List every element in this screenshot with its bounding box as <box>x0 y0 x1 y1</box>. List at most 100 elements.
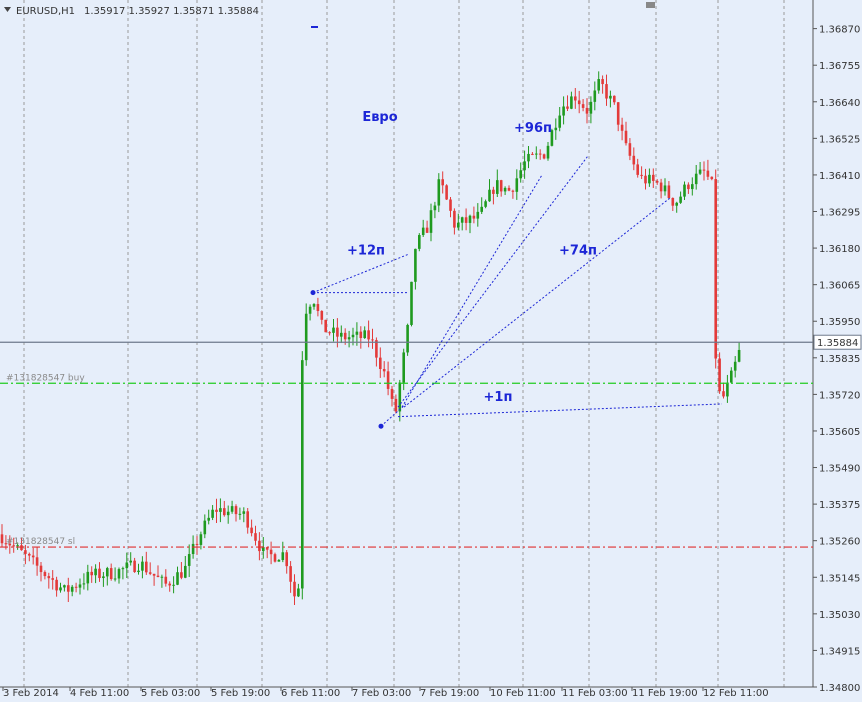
candle-body <box>714 179 717 359</box>
candle-body <box>301 360 304 589</box>
candle-body <box>230 506 234 512</box>
y-tick-label: 1.35950 <box>819 317 860 328</box>
candle-body <box>418 235 421 249</box>
candle-body <box>176 572 179 585</box>
candle-body <box>320 311 324 320</box>
candle-body <box>289 566 292 582</box>
candle-body <box>652 174 655 181</box>
candle-body <box>63 585 66 588</box>
trade-line[interactable] <box>401 174 543 408</box>
candle-body <box>184 565 187 578</box>
candle-body <box>601 79 604 85</box>
candle-body <box>242 511 246 514</box>
candle-body <box>706 170 710 177</box>
candle-body <box>94 568 97 576</box>
candle-body <box>39 565 43 573</box>
dropdown-arrow-icon[interactable] <box>4 7 11 12</box>
candle-body <box>219 508 222 512</box>
candle-body <box>0 534 4 544</box>
candle-body <box>640 174 643 176</box>
candle-body <box>293 581 296 597</box>
x-tick-label: 7 Feb 19:00 <box>420 688 479 699</box>
candle-body <box>347 337 351 340</box>
candle-body <box>386 371 390 389</box>
candle-body <box>535 153 538 155</box>
candle-body <box>702 169 706 171</box>
candle-body <box>694 173 698 185</box>
y-tick-label: 1.36295 <box>819 208 860 219</box>
x-tick-label: 5 Feb 03:00 <box>141 688 200 699</box>
candle-body <box>574 96 577 101</box>
candle-body <box>273 554 277 562</box>
candle-body <box>121 568 125 570</box>
candle-body <box>636 164 639 175</box>
candle-body <box>265 547 269 550</box>
candle-body <box>47 576 51 579</box>
candle-body <box>234 506 238 515</box>
candle-body <box>515 178 519 192</box>
candle-body <box>28 553 31 556</box>
y-tick-label: 1.35605 <box>819 427 860 438</box>
candle-body <box>262 547 265 552</box>
candle-body <box>207 517 210 521</box>
y-tick-label: 1.35720 <box>819 390 860 401</box>
buy-order-label: #131828547 buy <box>6 373 85 383</box>
candle-body <box>472 215 476 219</box>
scroll-marker-icon[interactable] <box>646 2 655 8</box>
stop-loss-label: #131828547 sl <box>6 537 75 547</box>
candle-body <box>429 210 433 233</box>
candle-body <box>375 340 378 358</box>
trade-line[interactable] <box>397 155 589 408</box>
candle-body <box>402 352 405 383</box>
candle-body <box>433 205 437 211</box>
candle-body <box>35 557 39 566</box>
candle-body <box>449 199 452 211</box>
y-tick-label: 1.35835 <box>819 354 860 365</box>
candle-body <box>667 185 671 198</box>
candle-body <box>246 511 249 528</box>
x-tick-label: 10 Feb 11:00 <box>490 688 556 699</box>
candle-body <box>468 215 472 223</box>
candle-body <box>492 189 495 194</box>
y-tick-label: 1.36410 <box>819 171 860 182</box>
x-tick-label: 12 Feb 11:00 <box>703 688 769 699</box>
candle-body <box>632 155 636 165</box>
candle-body <box>675 202 678 206</box>
candle-body <box>726 382 729 397</box>
candle-body <box>164 576 168 584</box>
candle-body <box>531 153 534 155</box>
entry-marker <box>310 290 316 296</box>
trade-line[interactable] <box>380 403 407 427</box>
candle-body <box>585 107 589 114</box>
candle-body <box>460 217 464 223</box>
candle-body <box>421 227 425 236</box>
candle-body <box>589 101 593 114</box>
candle-body <box>659 182 663 192</box>
candle-body <box>297 588 300 597</box>
candle-body <box>554 127 558 131</box>
candle-body <box>113 578 117 580</box>
candle-body <box>371 339 374 341</box>
x-tick-label: 4 Feb 11:00 <box>70 688 129 699</box>
candle-body <box>148 572 152 574</box>
candle-body <box>351 334 355 338</box>
candle-body <box>24 550 27 554</box>
candle-body <box>624 130 628 144</box>
candle-body <box>152 573 156 576</box>
candle-body <box>406 324 409 353</box>
candle-body <box>542 154 546 159</box>
candle-body <box>562 106 565 116</box>
candle-body <box>340 332 343 337</box>
y-tick-label: 1.35490 <box>819 464 860 475</box>
candle-body <box>74 586 78 588</box>
candle-body <box>484 201 487 207</box>
candle-body <box>698 169 702 174</box>
candle-body <box>398 382 402 412</box>
candle-body <box>425 227 429 233</box>
x-tick-label: 11 Feb 19:00 <box>632 688 698 699</box>
trade-line[interactable] <box>403 196 672 408</box>
candle-body <box>316 304 320 312</box>
candle-body <box>343 332 347 340</box>
trade-line[interactable] <box>312 253 409 294</box>
